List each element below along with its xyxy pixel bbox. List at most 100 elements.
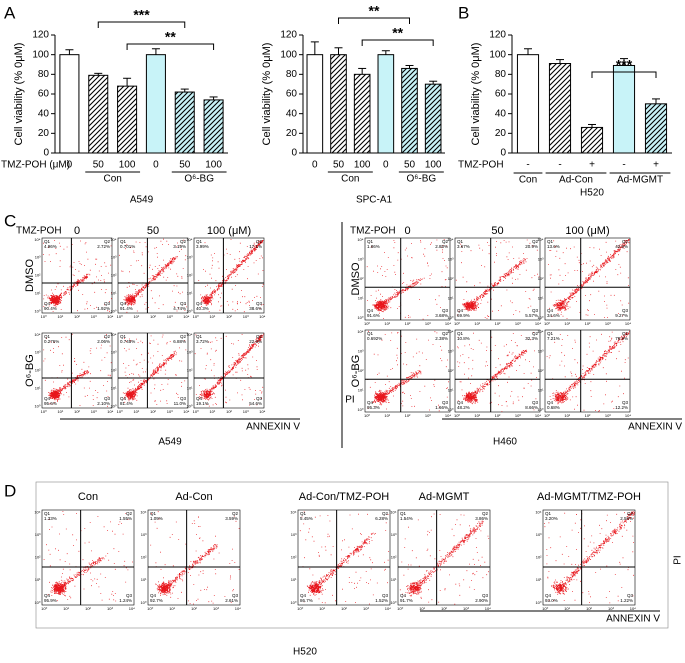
quadrant-percent: 1.22% (620, 598, 633, 603)
quadrant-percent: 4.74% (173, 306, 186, 311)
log-tick-label: 10³ (391, 532, 397, 537)
quadrant-percent: 32.3% (525, 336, 538, 341)
quadrant-name: Q1 (44, 511, 51, 516)
quadrant-name: Q2 (180, 334, 187, 339)
quadrant-name: Q4 (44, 301, 51, 306)
log-tick-label: 10¹ (141, 577, 147, 582)
y-tick-label: 120 (489, 30, 506, 41)
log-tick-label: 10² (150, 314, 156, 319)
log-tick-label: 10⁴ (537, 237, 543, 242)
log-tick-label: 10² (441, 606, 447, 611)
quadrant-name: Q3 (622, 308, 629, 313)
log-tick-label: 10³ (515, 413, 521, 418)
log-tick-label: 10¹ (474, 413, 480, 418)
quadrant-name: Q3 (442, 308, 449, 313)
log-tick-label: 10³ (141, 532, 147, 537)
quadrant-percent: 10.8% (457, 336, 470, 341)
quadrant-name: Q2 (482, 511, 489, 516)
panel-frame (35, 481, 669, 629)
log-tick-label: 10² (111, 273, 117, 278)
bar (306, 54, 324, 154)
log-tick-label: 10² (291, 555, 297, 560)
panel-letter: D (4, 481, 16, 500)
x-tick-label: 100 (354, 160, 371, 171)
quadrant-percent: 81.4% (120, 401, 133, 406)
quadrant-percent: 1.52% (375, 598, 388, 603)
x-tick-label: 50 (333, 160, 345, 171)
flow-events (544, 511, 635, 604)
quadrant-percent: 48.2% (457, 405, 470, 410)
log-tick-label: 10³ (605, 413, 611, 418)
log-tick-label: 10⁰ (537, 315, 543, 320)
flow-plot-frame (397, 509, 491, 606)
y-tick-label: 80 (38, 69, 50, 80)
bar (174, 91, 195, 154)
quadrant-name: Q4 (367, 308, 374, 313)
group-label: Ad-MGMT (617, 175, 663, 186)
x-tick-label: 0 (67, 160, 73, 171)
log-tick-label: 10¹ (111, 290, 117, 295)
bar (203, 99, 224, 154)
quadrant-percent: 5.57% (525, 313, 538, 318)
log-tick-label: 10⁴ (385, 606, 391, 611)
log-tick-label: 10² (35, 555, 41, 560)
log-tick-label: 10¹ (209, 409, 215, 414)
log-tick-label: 10⁴ (537, 329, 543, 334)
quadrant-percent: 8.66% (525, 405, 538, 410)
quadrant-name: Q3 (126, 593, 133, 598)
quadrant-name: Q2 (622, 331, 629, 336)
quadrant-percent: 2.90% (475, 598, 488, 603)
log-tick-label: 10⁰ (397, 606, 403, 611)
log-tick-label: 10⁴ (34, 509, 40, 514)
quadrant-percent: 2.72% (97, 244, 110, 249)
log-tick-label: 10² (536, 555, 542, 560)
quadrant-name: Q1 (120, 334, 127, 339)
group-label: Con (103, 174, 121, 185)
column-header: Ad-Con (175, 491, 212, 503)
log-tick-label: 10⁴ (630, 606, 636, 611)
bar (353, 73, 371, 154)
log-tick-label: 10⁴ (107, 314, 113, 319)
log-tick-label: 10³ (111, 255, 117, 260)
log-tick-label: 10² (141, 555, 147, 560)
y-axis-label: Cell viability (% 0μM) (13, 43, 25, 146)
log-tick-label: 10⁴ (110, 332, 116, 337)
log-tick-label: 10² (111, 368, 117, 373)
quadrant-name: Q2 (532, 331, 539, 336)
log-tick-label: 10⁴ (140, 509, 146, 514)
flow-events (194, 333, 264, 407)
log-tick-label: 10³ (358, 349, 364, 354)
bar (516, 54, 540, 154)
quadrant-name: Q3 (232, 593, 239, 598)
y-tick-label: 80 (286, 69, 298, 80)
y-tick-label: 20 (38, 128, 50, 139)
quadrant-name: Q2 (256, 239, 263, 244)
log-tick-label: 10² (226, 409, 232, 414)
quadrant-name: Q1 (300, 511, 307, 516)
log-tick-label: 10¹ (564, 413, 570, 418)
quadrant-percent: 0.276% (44, 339, 59, 344)
quadrant-percent: 95.3% (367, 405, 380, 410)
quadrant-name: Q1 (457, 239, 464, 244)
quadrant-percent: 91.7% (400, 598, 413, 603)
flow-events (366, 239, 448, 320)
x-tick-label: 100 (205, 160, 222, 171)
y-axis-label: Cell viability (% 0μM) (261, 43, 273, 146)
log-tick-label: 10⁰ (110, 403, 116, 408)
flow-events (455, 239, 540, 319)
y-tick-label: 60 (38, 89, 50, 100)
quadrant-name: Q4 (120, 301, 127, 306)
group-label: Ad-Con (559, 175, 593, 186)
x-prefix: TMZ-POH (μM) (1, 160, 70, 171)
quadrant-name: Q4 (196, 301, 203, 306)
quadrant-name: Q2 (627, 511, 634, 516)
quadrant-percent: 92.7% (150, 598, 163, 603)
log-tick-label: 10⁴ (186, 332, 192, 337)
x-tick-label: 0 (153, 160, 159, 171)
log-tick-label: 10¹ (564, 606, 570, 611)
quadrant-percent: 12.2% (615, 405, 628, 410)
log-tick-label: 10¹ (35, 577, 41, 582)
log-tick-label: 10² (226, 314, 232, 319)
x-tick-label: 50 (179, 160, 191, 171)
log-tick-label: 10³ (536, 532, 542, 537)
